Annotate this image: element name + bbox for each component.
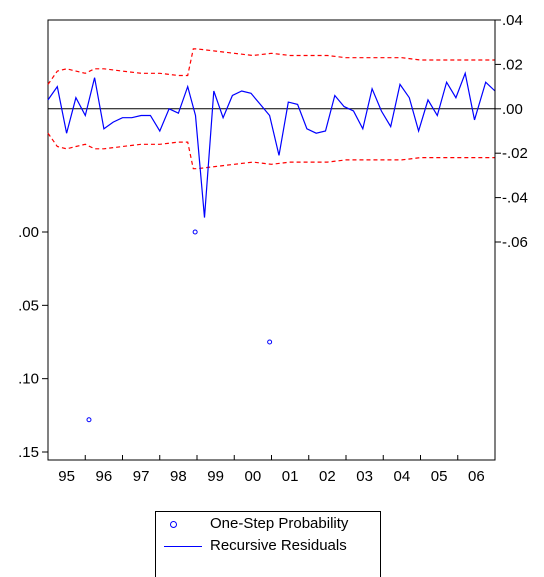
x-tick-label: 96 bbox=[96, 468, 113, 485]
right-tick-label: -.04 bbox=[502, 190, 528, 207]
recursive-residuals-line bbox=[47, 71, 496, 218]
left-tick-label: .10 bbox=[18, 371, 39, 388]
right-axis-ticks: .04 .02 .00 -.02 -.04 -.06 bbox=[494, 12, 528, 251]
lower-band-line bbox=[47, 132, 495, 170]
x-tick-label: 05 bbox=[431, 468, 448, 485]
x-tick-label: 03 bbox=[356, 468, 373, 485]
left-tick-label: .00 bbox=[18, 224, 39, 241]
right-tick-label: -.02 bbox=[502, 145, 528, 162]
probability-point bbox=[192, 229, 198, 235]
plot-frame bbox=[47, 19, 496, 461]
confidence-bands-layer bbox=[47, 48, 495, 170]
residuals-line-icon bbox=[164, 546, 202, 547]
right-tick-label: -.06 bbox=[502, 234, 528, 251]
probability-points-layer bbox=[86, 229, 273, 423]
legend-item-probability: One-Step Probability bbox=[156, 514, 382, 536]
legend-label-residuals: Recursive Residuals bbox=[210, 537, 347, 554]
right-tick-label: .00 bbox=[502, 101, 523, 118]
probability-marker-icon bbox=[170, 521, 177, 528]
x-tick-label: 01 bbox=[282, 468, 299, 485]
legend: One-Step Probability Recursive Residuals bbox=[155, 511, 381, 577]
right-tick-label: .04 bbox=[502, 12, 523, 29]
left-tick-label: .05 bbox=[18, 297, 39, 314]
x-tick-label: 99 bbox=[207, 468, 224, 485]
upper-band-line bbox=[47, 48, 495, 85]
right-tick-label: .02 bbox=[502, 56, 523, 73]
x-tick-label: 04 bbox=[394, 468, 411, 485]
legend-label-probability: One-Step Probability bbox=[210, 515, 349, 532]
probability-point bbox=[86, 417, 92, 423]
x-tick-label: 02 bbox=[319, 468, 336, 485]
left-tick-label: .15 bbox=[18, 444, 39, 461]
x-tick-label: 97 bbox=[133, 468, 150, 485]
x-tick-label: 98 bbox=[170, 468, 187, 485]
x-axis-ticks: 95 96 97 98 99 00 01 02 03 04 05 06 bbox=[47, 455, 496, 485]
probability-point bbox=[267, 339, 273, 345]
legend-item-residuals: Recursive Residuals bbox=[156, 536, 382, 558]
left-axis-ticks: .00 .05 .10 .15 bbox=[18, 224, 48, 461]
x-tick-label: 06 bbox=[468, 468, 485, 485]
plot-border bbox=[47, 19, 496, 461]
x-tick-label: 00 bbox=[245, 468, 262, 485]
residuals-layer bbox=[47, 71, 496, 218]
x-tick-label: 95 bbox=[58, 468, 75, 485]
